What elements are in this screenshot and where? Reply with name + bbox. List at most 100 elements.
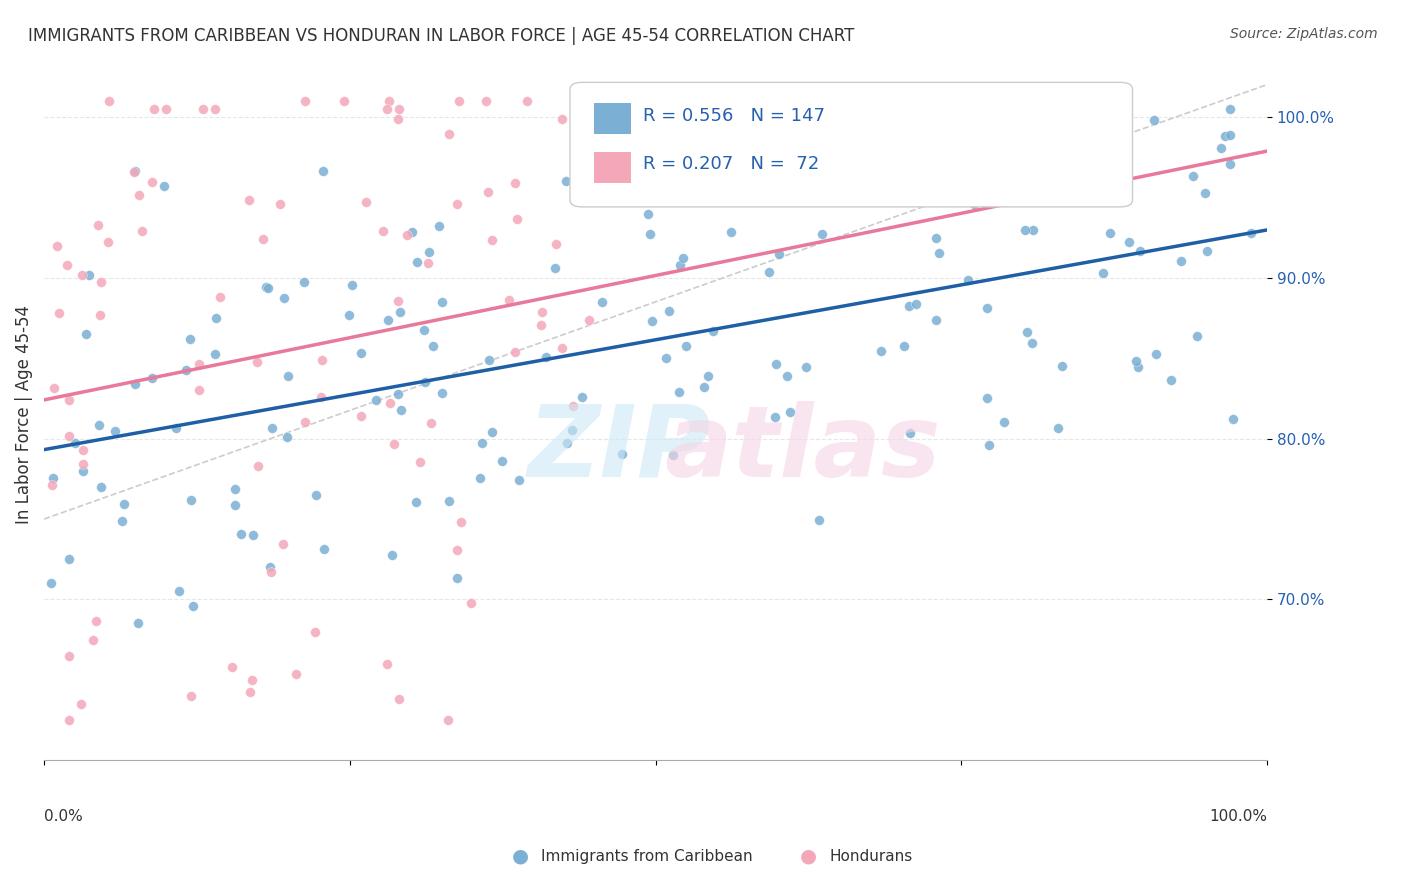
- Point: [63, 435, 86, 450]
- Point: [696, 368, 718, 383]
- Point: [1143, 112, 1166, 127]
- Point: [436, 713, 458, 727]
- Point: [1129, 244, 1152, 258]
- Point: [180, 493, 202, 508]
- Point: [333, 94, 356, 108]
- Point: [82, 632, 104, 647]
- Point: [188, 383, 211, 397]
- Point: [776, 369, 799, 384]
- Point: [304, 624, 326, 639]
- Point: [571, 390, 593, 404]
- Point: [128, 188, 150, 202]
- FancyBboxPatch shape: [569, 82, 1132, 207]
- Point: [763, 410, 786, 425]
- Point: [152, 179, 174, 194]
- Point: [1022, 223, 1045, 237]
- Point: [127, 616, 149, 631]
- Text: Source: ZipAtlas.com: Source: ZipAtlas.com: [1230, 27, 1378, 41]
- Text: R = 0.207   N =  72: R = 0.207 N = 72: [644, 155, 820, 173]
- Point: [981, 145, 1004, 160]
- Point: [165, 421, 187, 435]
- Point: [1219, 102, 1241, 116]
- Point: [963, 197, 986, 211]
- Point: [675, 339, 697, 353]
- Point: [111, 514, 134, 528]
- Point: [208, 290, 231, 304]
- Point: [58, 552, 80, 566]
- Point: [578, 312, 600, 326]
- Point: [273, 292, 295, 306]
- Point: [239, 684, 262, 698]
- Point: [292, 275, 315, 289]
- Point: [377, 312, 399, 326]
- Point: [813, 132, 835, 146]
- Point: [97, 235, 120, 249]
- Point: [1125, 354, 1147, 368]
- Point: [893, 338, 915, 352]
- Point: [449, 94, 471, 108]
- Point: [389, 305, 412, 319]
- Point: [481, 233, 503, 247]
- Point: [477, 185, 499, 199]
- Point: [1014, 223, 1036, 237]
- Point: [655, 351, 678, 365]
- Point: [446, 197, 468, 211]
- Point: [1170, 254, 1192, 268]
- Point: [84, 614, 107, 628]
- Point: [807, 513, 830, 527]
- Point: [475, 94, 498, 108]
- Point: [905, 296, 928, 310]
- Point: [58, 429, 80, 443]
- Point: [550, 112, 572, 126]
- Point: [312, 163, 335, 178]
- Point: [382, 437, 405, 451]
- Point: [658, 303, 681, 318]
- Text: Immigrants from Caribbean: Immigrants from Caribbean: [541, 849, 754, 863]
- Point: [796, 360, 818, 375]
- Point: [90, 275, 112, 289]
- Point: [928, 246, 950, 260]
- Point: [637, 207, 659, 221]
- Point: [240, 673, 263, 687]
- Point: [69, 697, 91, 711]
- Point: [245, 355, 267, 369]
- Text: ●: ●: [512, 847, 529, 866]
- Point: [427, 219, 450, 233]
- Point: [1098, 226, 1121, 240]
- Point: [87, 219, 110, 233]
- Point: [387, 386, 409, 401]
- Text: IMMIGRANTS FROM CARIBBEAN VS HONDURAN IN LABOR FORCE | AGE 45-54 CORRELATION CHA: IMMIGRANTS FROM CARIBBEAN VS HONDURAN IN…: [28, 27, 855, 45]
- Point: [104, 424, 127, 438]
- Point: [1222, 412, 1244, 426]
- Point: [89, 308, 111, 322]
- Text: 0.0%: 0.0%: [44, 809, 83, 824]
- Point: [976, 301, 998, 316]
- Point: [349, 346, 371, 360]
- Point: [924, 313, 946, 327]
- Point: [224, 498, 246, 512]
- Y-axis label: In Labor Force | Age 45-54: In Labor Force | Age 45-54: [15, 305, 32, 524]
- Bar: [595, 103, 631, 135]
- Point: [72, 457, 94, 471]
- Point: [72, 442, 94, 457]
- Point: [543, 261, 565, 276]
- Text: R = 0.556   N = 147: R = 0.556 N = 147: [644, 106, 825, 125]
- Point: [143, 102, 166, 116]
- Point: [993, 416, 1015, 430]
- Point: [1144, 347, 1167, 361]
- Point: [305, 488, 328, 502]
- Point: [1213, 129, 1236, 144]
- Point: [180, 689, 202, 703]
- Point: [610, 447, 633, 461]
- Point: [1128, 360, 1150, 375]
- Point: [470, 471, 492, 485]
- Point: [779, 405, 801, 419]
- Point: [350, 409, 373, 423]
- Point: [870, 343, 893, 358]
- Point: [77, 268, 100, 283]
- Point: [294, 94, 316, 108]
- Point: [260, 565, 283, 579]
- Point: [242, 528, 264, 542]
- Point: [1085, 178, 1108, 192]
- Point: [505, 176, 527, 190]
